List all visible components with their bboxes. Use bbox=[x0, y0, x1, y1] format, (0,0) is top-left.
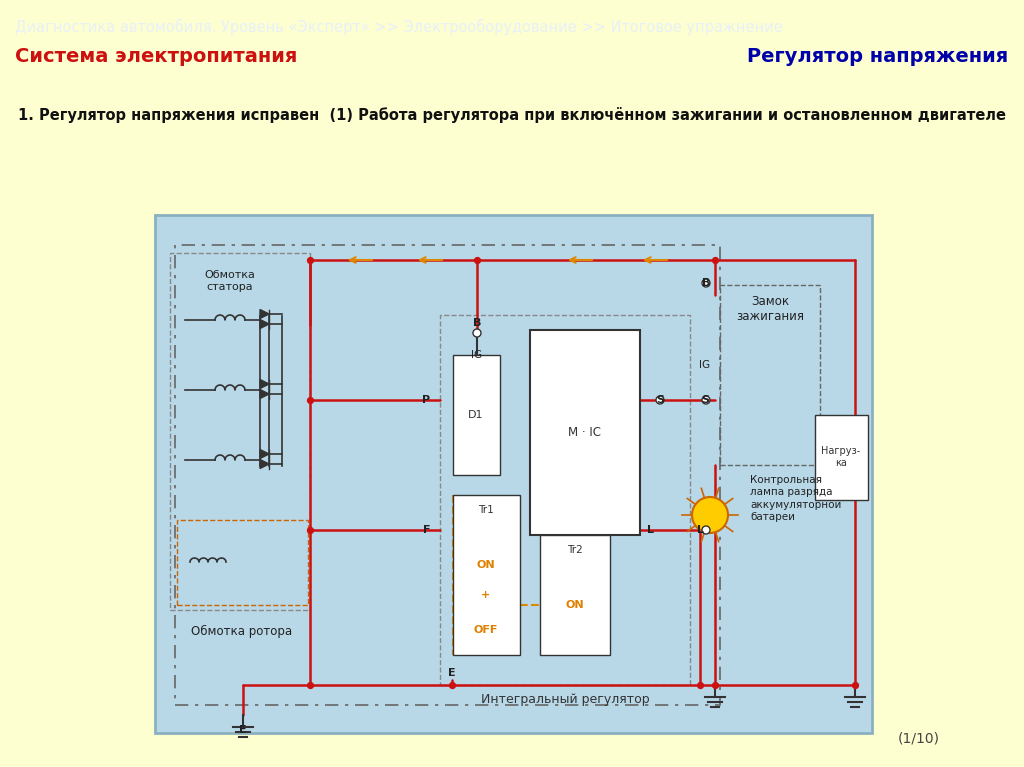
Point bbox=[847, 679, 863, 691]
Text: Обмотка
статора: Обмотка статора bbox=[205, 270, 255, 291]
Circle shape bbox=[702, 526, 710, 534]
Text: ON: ON bbox=[565, 600, 585, 610]
Text: S: S bbox=[701, 395, 709, 405]
Text: Tr1: Tr1 bbox=[478, 505, 494, 515]
Text: Tr2: Tr2 bbox=[567, 545, 583, 555]
Text: Регулятор напряжения: Регулятор напряжения bbox=[748, 48, 1009, 66]
Text: B: B bbox=[701, 278, 711, 288]
Point bbox=[302, 394, 318, 407]
Circle shape bbox=[656, 396, 664, 404]
Text: OFF: OFF bbox=[474, 625, 499, 635]
Text: Замок
зажигания: Замок зажигания bbox=[736, 295, 804, 323]
Text: ON: ON bbox=[477, 560, 496, 570]
Bar bbox=[440, 315, 690, 685]
Text: L: L bbox=[647, 525, 654, 535]
Circle shape bbox=[473, 329, 481, 337]
Text: Контрольная
лампа разряда
аккумуляторной
батареи: Контрольная лампа разряда аккумуляторной… bbox=[750, 475, 842, 522]
Point bbox=[692, 679, 709, 691]
Text: L: L bbox=[696, 525, 703, 535]
Point bbox=[302, 254, 318, 266]
Text: (1/10): (1/10) bbox=[898, 731, 940, 745]
Text: Диагностика автомобиля. Уровень «Эксперт» >> Электрооборудование >> Итоговое упр: Диагностика автомобиля. Уровень «Эксперт… bbox=[15, 18, 783, 35]
Text: D1: D1 bbox=[468, 410, 483, 420]
Text: IG: IG bbox=[471, 350, 482, 360]
Polygon shape bbox=[260, 380, 269, 389]
Bar bbox=[530, 330, 640, 535]
Text: E: E bbox=[240, 725, 247, 735]
Point bbox=[302, 679, 318, 691]
Text: 1. Регулятор напряжения исправен  (1) Работа регулятора при включённом зажигании: 1. Регулятор напряжения исправен (1) Раб… bbox=[18, 107, 1006, 123]
Bar bbox=[177, 520, 308, 605]
Text: Нагруз-
ка: Нагруз- ка bbox=[821, 446, 860, 468]
Text: S: S bbox=[656, 395, 664, 405]
Text: M · IC: M · IC bbox=[568, 426, 601, 439]
Polygon shape bbox=[260, 449, 269, 459]
Point bbox=[469, 254, 485, 266]
Text: +: + bbox=[481, 590, 490, 600]
Bar bbox=[175, 245, 720, 705]
Text: P: P bbox=[422, 395, 430, 405]
Point bbox=[707, 254, 723, 266]
Polygon shape bbox=[260, 459, 269, 469]
Text: B: B bbox=[473, 318, 481, 328]
Bar bbox=[170, 253, 310, 610]
Bar bbox=[540, 535, 610, 655]
Text: F: F bbox=[423, 525, 430, 535]
Point bbox=[443, 679, 460, 691]
Bar bbox=[815, 415, 868, 500]
Bar bbox=[720, 285, 820, 465]
Polygon shape bbox=[260, 390, 269, 399]
Bar bbox=[453, 355, 500, 475]
Point bbox=[302, 524, 318, 536]
Text: Система электропитания: Система электропитания bbox=[15, 48, 298, 66]
Text: E: E bbox=[449, 668, 456, 678]
Text: IG: IG bbox=[699, 360, 711, 370]
Circle shape bbox=[702, 279, 710, 287]
Bar bbox=[155, 215, 872, 733]
Point bbox=[707, 679, 723, 691]
Polygon shape bbox=[260, 320, 269, 328]
Text: Интегральный регулятор: Интегральный регулятор bbox=[480, 693, 649, 706]
Text: Обмотка ротора: Обмотка ротора bbox=[191, 625, 293, 638]
Circle shape bbox=[692, 497, 728, 533]
Polygon shape bbox=[260, 310, 269, 318]
Circle shape bbox=[702, 396, 710, 404]
Bar bbox=[453, 495, 520, 655]
